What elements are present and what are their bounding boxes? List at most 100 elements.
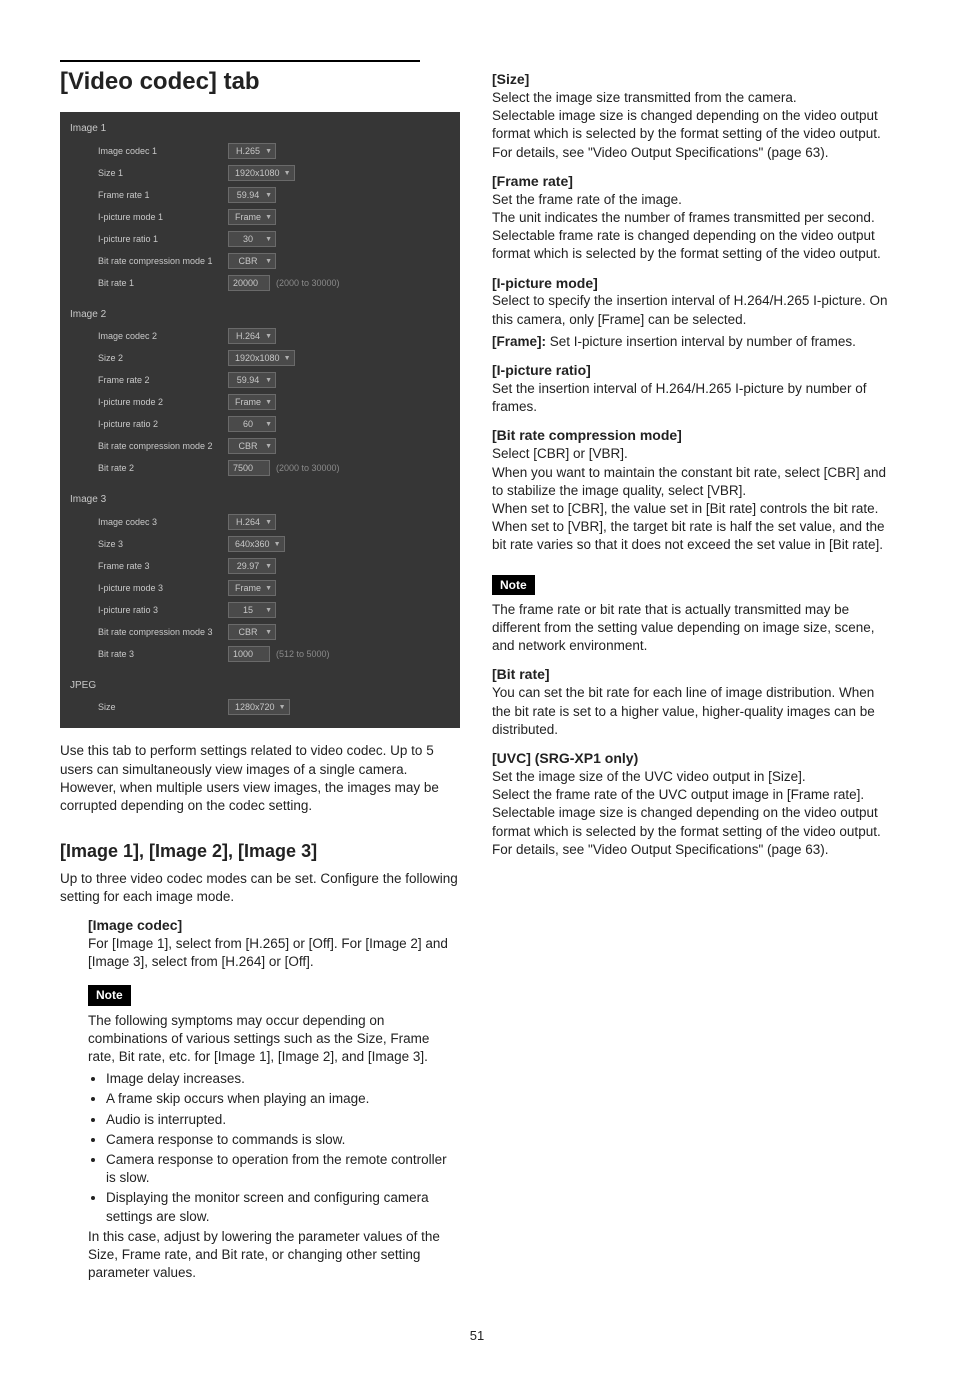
ui-select[interactable]: Frame bbox=[228, 394, 276, 410]
ui-section-title: Image 2 bbox=[64, 304, 456, 326]
ui-row: Bit rate compression mode 2CBR bbox=[64, 435, 456, 457]
frame-rate-body: Set the frame rate of the image.The unit… bbox=[492, 191, 894, 264]
ui-field-label: Size 1 bbox=[98, 167, 228, 179]
note-bullet-list: Image delay increases. A frame skip occur… bbox=[106, 1070, 460, 1226]
ui-row: Size 3640x360 bbox=[64, 533, 456, 555]
frame-definition: [Frame]: Set I-picture insertion interva… bbox=[492, 333, 894, 351]
note-bullet: Camera response to operation from the re… bbox=[106, 1151, 460, 1187]
note-bullet: A frame skip occurs when playing an imag… bbox=[106, 1090, 460, 1108]
section-image123-body: Up to three video codec modes can be set… bbox=[60, 870, 460, 906]
ui-row: I-picture mode 3Frame bbox=[64, 577, 456, 599]
ui-input-range: (2000 to 30000) bbox=[276, 462, 340, 474]
ui-field-label: Bit rate 3 bbox=[98, 648, 228, 660]
ui-row: Bit rate compression mode 3CBR bbox=[64, 621, 456, 643]
ui-row: Image codec 2H.264 bbox=[64, 325, 456, 347]
ui-field-label: Image codec 3 bbox=[98, 516, 228, 528]
ipicture-mode-body: Select to specify the insertion interval… bbox=[492, 292, 894, 328]
image-codec-body: For [Image 1], select from [H.265] or [O… bbox=[88, 935, 460, 971]
ui-row: Size1280x720 bbox=[64, 696, 456, 718]
ui-field-label: Size bbox=[98, 701, 228, 713]
ui-field-label: Frame rate 1 bbox=[98, 189, 228, 201]
frame-body: Set I-picture insertion interval by numb… bbox=[550, 334, 856, 349]
ui-row: Bit rate 120000 (2000 to 30000) bbox=[64, 272, 456, 294]
ui-row: I-picture ratio 130 bbox=[64, 228, 456, 250]
uvc-heading: [UVC] (SRG-XP1 only) bbox=[492, 749, 894, 768]
frame-rate-heading: [Frame rate] bbox=[492, 172, 894, 191]
ui-row: I-picture ratio 260 bbox=[64, 413, 456, 435]
bitrate-body: You can set the bit rate for each line o… bbox=[492, 684, 894, 739]
ui-field-label: Bit rate 1 bbox=[98, 277, 228, 289]
ui-row: Frame rate 159.94 bbox=[64, 184, 456, 206]
ui-select[interactable]: H.264 bbox=[228, 514, 276, 530]
uvc-body: Set the image size of the UVC video outp… bbox=[492, 768, 894, 859]
ui-select[interactable]: 59.94 bbox=[228, 187, 276, 203]
ui-select[interactable]: CBR bbox=[228, 624, 276, 640]
page-title: [Video codec] tab bbox=[60, 66, 460, 98]
ui-field-label: Frame rate 3 bbox=[98, 560, 228, 572]
ui-select[interactable]: 1280x720 bbox=[228, 699, 290, 715]
ui-select[interactable]: 1920x1080 bbox=[228, 165, 295, 181]
ui-input-range: (2000 to 30000) bbox=[276, 277, 340, 289]
ui-field-label: I-picture ratio 3 bbox=[98, 604, 228, 616]
ui-field-label: Size 2 bbox=[98, 352, 228, 364]
ui-field-label: I-picture mode 2 bbox=[98, 396, 228, 408]
note-bullet: Image delay increases. bbox=[106, 1070, 460, 1088]
note-bullet: Audio is interrupted. bbox=[106, 1111, 460, 1129]
image-codec-heading: [Image codec] bbox=[88, 916, 460, 935]
ui-select[interactable]: 1920x1080 bbox=[228, 350, 295, 366]
intro-paragraph: Use this tab to perform settings related… bbox=[60, 742, 460, 815]
ui-input[interactable]: 1000 bbox=[228, 646, 270, 662]
ui-select[interactable]: H.265 bbox=[228, 143, 276, 159]
note-intro: The following symptoms may occur dependi… bbox=[88, 1012, 460, 1067]
settings-panel: Image 1Image codec 1H.265Size 11920x1080… bbox=[60, 112, 460, 728]
title-rule bbox=[60, 60, 420, 62]
ui-input[interactable]: 7500 bbox=[228, 460, 270, 476]
ui-field-label: I-picture ratio 1 bbox=[98, 233, 228, 245]
ipicture-ratio-body: Set the insertion interval of H.264/H.26… bbox=[492, 380, 894, 416]
ui-row: Frame rate 259.94 bbox=[64, 369, 456, 391]
ui-select[interactable]: 59.94 bbox=[228, 372, 276, 388]
ui-row: Image codec 3H.264 bbox=[64, 511, 456, 533]
ui-input[interactable]: 20000 bbox=[228, 275, 270, 291]
ui-select[interactable]: 640x360 bbox=[228, 536, 285, 552]
ui-row: I-picture ratio 315 bbox=[64, 599, 456, 621]
ui-field-label: Bit rate compression mode 1 bbox=[98, 255, 228, 267]
ui-select[interactable]: CBR bbox=[228, 253, 276, 269]
ui-row: Bit rate 27500 (2000 to 30000) bbox=[64, 457, 456, 479]
ipicture-mode-heading: [I-picture mode] bbox=[492, 274, 894, 293]
ui-select[interactable]: H.264 bbox=[228, 328, 276, 344]
ui-select[interactable]: 29.97 bbox=[228, 558, 276, 574]
ui-select[interactable]: CBR bbox=[228, 438, 276, 454]
ui-select[interactable]: 60 bbox=[228, 416, 276, 432]
ui-field-label: Frame rate 2 bbox=[98, 374, 228, 386]
ui-field-label: Bit rate 2 bbox=[98, 462, 228, 474]
bitrate-comp-mode-heading: [Bit rate compression mode] bbox=[492, 426, 894, 445]
ui-field-label: Image codec 1 bbox=[98, 145, 228, 157]
ui-row: Bit rate compression mode 1CBR bbox=[64, 250, 456, 272]
note-body-right: The frame rate or bit rate that is actua… bbox=[492, 601, 894, 656]
ui-section-title: Image 1 bbox=[64, 118, 456, 140]
size-body: Select the image size transmitted from t… bbox=[492, 89, 894, 162]
ui-field-label: Bit rate compression mode 2 bbox=[98, 440, 228, 452]
page-number: 51 bbox=[60, 1327, 894, 1345]
ui-field-label: Bit rate compression mode 3 bbox=[98, 626, 228, 638]
ui-select[interactable]: Frame bbox=[228, 580, 276, 596]
ui-row: Image codec 1H.265 bbox=[64, 140, 456, 162]
ui-field-label: I-picture mode 3 bbox=[98, 582, 228, 594]
note-tail: In this case, adjust by lowering the par… bbox=[88, 1228, 460, 1283]
ui-select[interactable]: 30 bbox=[228, 231, 276, 247]
ipicture-ratio-heading: [I-picture ratio] bbox=[492, 361, 894, 380]
note-bullet: Camera response to commands is slow. bbox=[106, 1131, 460, 1149]
frame-label: [Frame]: bbox=[492, 334, 546, 349]
section-image123-heading: [Image 1], [Image 2], [Image 3] bbox=[60, 839, 460, 863]
ui-section-title: JPEG bbox=[64, 675, 456, 697]
ui-row: Frame rate 329.97 bbox=[64, 555, 456, 577]
ui-row: Size 11920x1080 bbox=[64, 162, 456, 184]
ui-select[interactable]: Frame bbox=[228, 209, 276, 225]
ui-field-label: I-picture mode 1 bbox=[98, 211, 228, 223]
ui-select[interactable]: 15 bbox=[228, 602, 276, 618]
ui-row: Bit rate 31000(512 to 5000) bbox=[64, 643, 456, 665]
note-bullet: Displaying the monitor screen and config… bbox=[106, 1189, 460, 1225]
ui-row: I-picture mode 1Frame bbox=[64, 206, 456, 228]
size-heading: [Size] bbox=[492, 70, 894, 89]
